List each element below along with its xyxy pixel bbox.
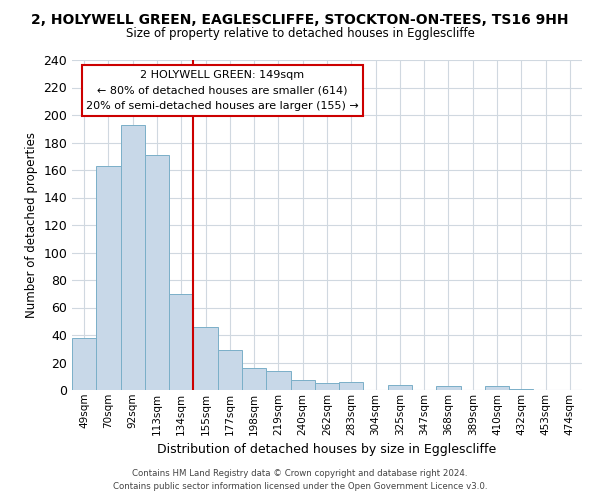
Bar xyxy=(436,386,461,390)
Bar xyxy=(315,383,339,390)
Bar xyxy=(145,155,169,390)
Bar xyxy=(509,388,533,390)
Bar xyxy=(121,124,145,390)
Bar xyxy=(169,294,193,390)
Text: 2, HOLYWELL GREEN, EAGLESCLIFFE, STOCKTON-ON-TEES, TS16 9HH: 2, HOLYWELL GREEN, EAGLESCLIFFE, STOCKTO… xyxy=(31,12,569,26)
Bar xyxy=(485,386,509,390)
Bar xyxy=(96,166,121,390)
Bar xyxy=(339,382,364,390)
Text: Contains HM Land Registry data © Crown copyright and database right 2024.
Contai: Contains HM Land Registry data © Crown c… xyxy=(113,469,487,491)
X-axis label: Distribution of detached houses by size in Egglescliffe: Distribution of detached houses by size … xyxy=(157,443,497,456)
Bar xyxy=(290,380,315,390)
Bar xyxy=(388,384,412,390)
Bar xyxy=(266,371,290,390)
Bar xyxy=(72,338,96,390)
Text: Size of property relative to detached houses in Egglescliffe: Size of property relative to detached ho… xyxy=(125,28,475,40)
Text: 2 HOLYWELL GREEN: 149sqm
← 80% of detached houses are smaller (614)
20% of semi-: 2 HOLYWELL GREEN: 149sqm ← 80% of detach… xyxy=(86,70,359,111)
Bar xyxy=(218,350,242,390)
Y-axis label: Number of detached properties: Number of detached properties xyxy=(25,132,38,318)
Bar xyxy=(193,327,218,390)
Bar xyxy=(242,368,266,390)
